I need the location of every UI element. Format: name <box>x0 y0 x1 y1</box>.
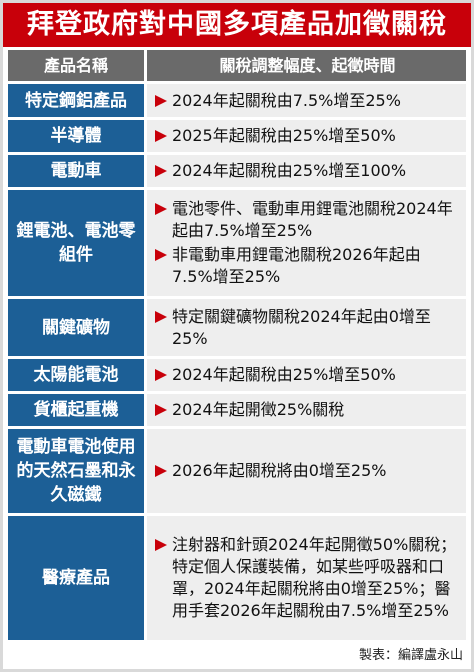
detail-item: 特定關鍵礦物關稅2024年起由0增至25% <box>155 306 460 350</box>
table-row: 太陽能電池 2024年起關稅由25%增至50% <box>8 359 466 391</box>
detail-item: 2024年起關稅由7.5%增至25% <box>155 90 460 112</box>
product-name: 半導體 <box>8 120 144 152</box>
product-name: 特定鋼鋁產品 <box>8 84 144 117</box>
detail-item: 電池零件、電動車用鋰電池關稅2024年起由7.5%增至25% <box>155 198 460 242</box>
table-row: 貨櫃起重機 2024年起開徵25%關稅 <box>8 394 466 426</box>
product-name: 貨櫃起重機 <box>8 394 144 426</box>
detail-item: 2024年起關稅由25%增至100% <box>155 160 460 182</box>
triangle-bullet-icon <box>155 539 167 551</box>
triangle-bullet-icon <box>155 249 167 261</box>
detail-item: 2025年起關稅由25%增至50% <box>155 125 460 147</box>
tariff-detail: 2026年起關稅將由0增至25% <box>147 429 466 513</box>
triangle-bullet-icon <box>155 130 167 142</box>
detail-item: 2026年起關稅將由0增至25% <box>155 460 460 482</box>
tariff-detail: 2025年起關稅由25%增至50% <box>147 120 466 152</box>
detail-item: 2024年起開徵25%關稅 <box>155 399 460 421</box>
triangle-bullet-icon <box>155 465 167 477</box>
product-name: 醫療產品 <box>8 516 144 640</box>
table-row: 半導體 2025年起關稅由25%增至50% <box>8 120 466 152</box>
tariff-detail: 電池零件、電動車用鋰電池關稅2024年起由7.5%增至25% 非電動車用鋰電池關… <box>147 190 466 296</box>
triangle-bullet-icon <box>155 165 167 177</box>
tariff-detail: 注射器和針頭2024年起開徵50%關稅；特定個人保護裝備，如某些呼吸器和口罩，2… <box>147 516 466 640</box>
product-name: 關鍵礦物 <box>8 299 144 356</box>
header-product: 產品名稱 <box>8 50 144 81</box>
tariff-detail: 特定關鍵礦物關稅2024年起由0增至25% <box>147 299 466 356</box>
header-detail: 關稅調整幅度、起徵時間 <box>147 50 466 81</box>
tariff-detail: 2024年起關稅由25%增至100% <box>147 155 466 187</box>
product-name: 電動車電池使用的天然石墨和永久磁鐵 <box>8 429 144 513</box>
product-name: 太陽能電池 <box>8 359 144 391</box>
table-row: 特定鋼鋁產品 2024年起關稅由7.5%增至25% <box>8 84 466 117</box>
table-row: 關鍵礦物 特定關鍵礦物關稅2024年起由0增至25% <box>8 299 466 356</box>
detail-item: 非電動車用鋰電池關稅2026年起由7.5%增至25% <box>155 244 460 288</box>
tariff-detail: 2024年起關稅由7.5%增至25% <box>147 84 466 117</box>
triangle-bullet-icon <box>155 404 167 416</box>
detail-item: 注射器和針頭2024年起開徵50%關稅；特定個人保護裝備，如某些呼吸器和口罩，2… <box>155 534 460 622</box>
tariff-detail: 2024年起開徵25%關稅 <box>147 394 466 426</box>
table-row: 電動車電池使用的天然石墨和永久磁鐵 2026年起關稅將由0增至25% <box>8 429 466 513</box>
triangle-bullet-icon <box>155 94 167 107</box>
tariff-detail: 2024年起關稅由25%增至50% <box>147 359 466 391</box>
triangle-bullet-icon <box>155 310 167 323</box>
product-name: 鋰電池、電池零組件 <box>8 190 144 296</box>
table-header: 產品名稱 關稅調整幅度、起徵時間 <box>8 50 466 81</box>
table-row: 鋰電池、電池零組件 電池零件、電動車用鋰電池關稅2024年起由7.5%增至25%… <box>8 190 466 296</box>
triangle-bullet-icon <box>155 203 167 215</box>
product-name: 電動車 <box>8 155 144 187</box>
credit-line: 製表：編譯盧永山 <box>358 648 463 663</box>
detail-item: 2024年起關稅由25%增至50% <box>155 364 460 386</box>
table-row: 電動車 2024年起關稅由25%增至100% <box>8 155 466 187</box>
table-row: 醫療產品 注射器和針頭2024年起開徵50%關稅；特定個人保護裝備，如某些呼吸器… <box>8 516 466 640</box>
page-title: 拜登政府對中國多項產品加徵關稅 <box>3 3 471 47</box>
triangle-bullet-icon <box>155 369 167 381</box>
